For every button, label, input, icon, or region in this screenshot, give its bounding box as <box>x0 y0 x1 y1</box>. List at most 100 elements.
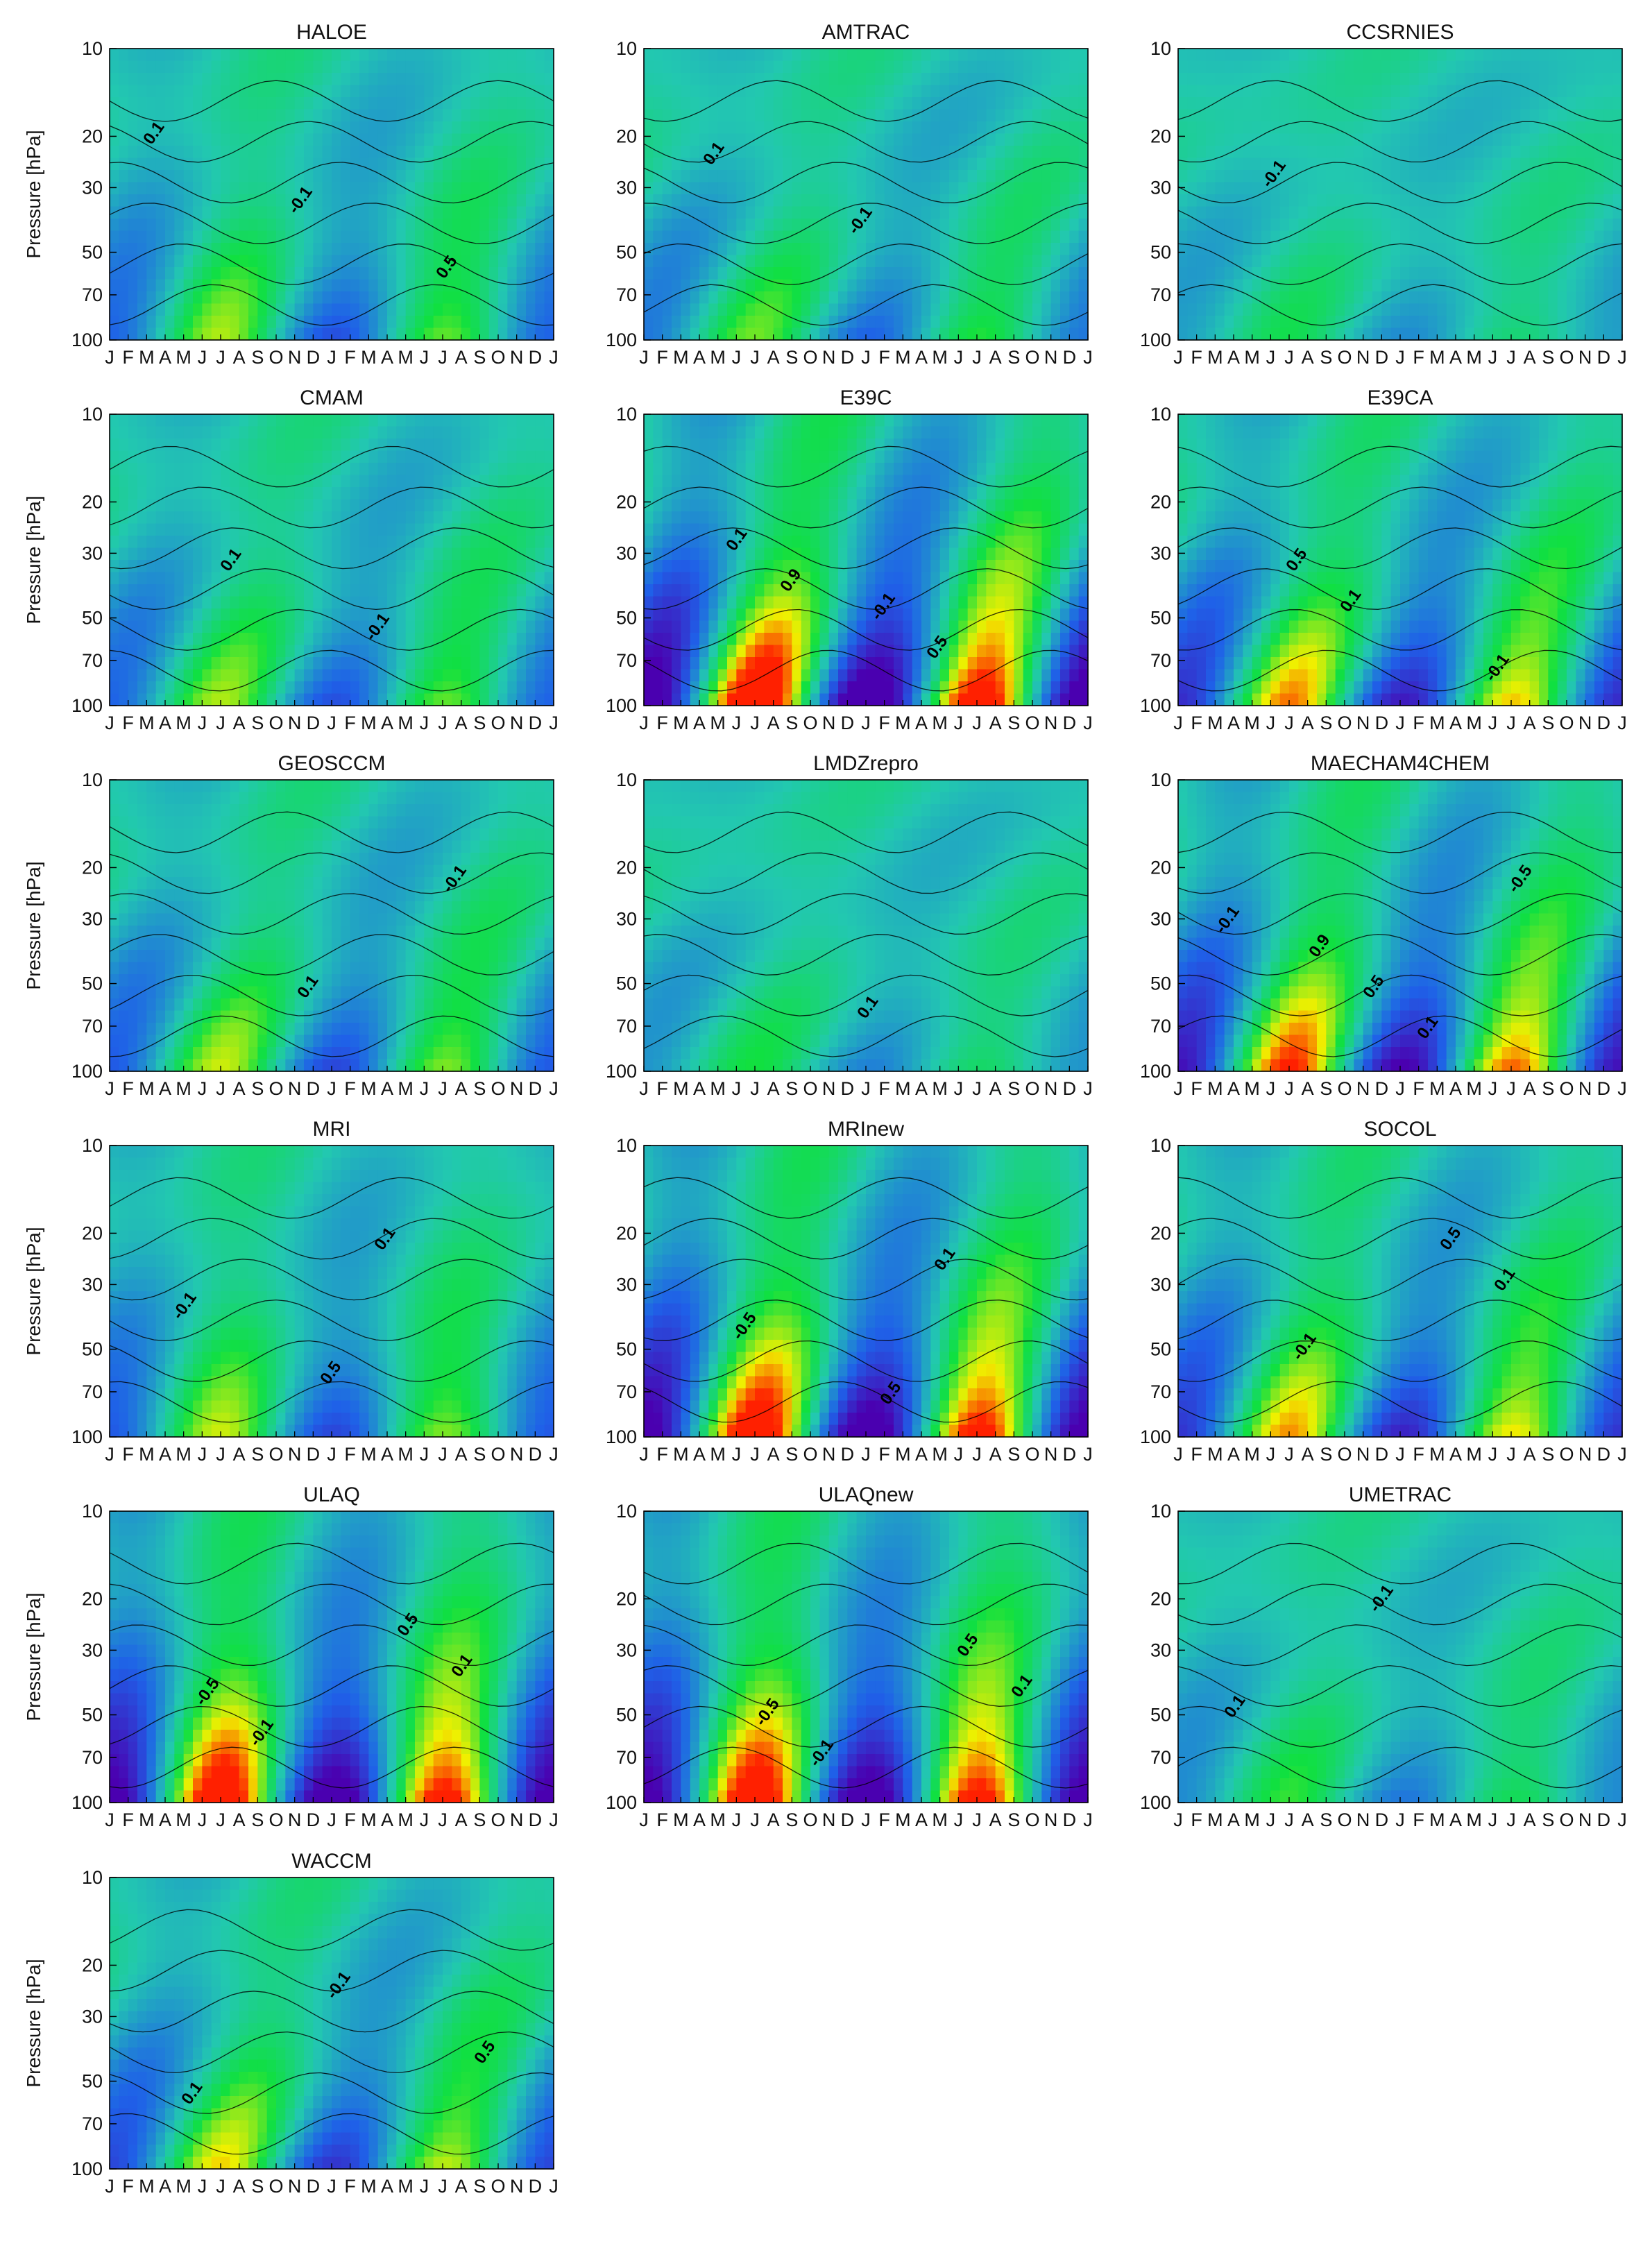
heat-cell <box>507 146 517 158</box>
heat-cell <box>986 255 996 268</box>
heat-cell <box>875 255 885 268</box>
heat-cell <box>829 304 839 316</box>
heat-cell <box>1530 61 1540 74</box>
heat-cell <box>202 414 212 427</box>
heat-cell <box>202 158 212 171</box>
heat-cell <box>406 414 416 427</box>
heat-cell <box>1567 182 1576 195</box>
heat-cell <box>1289 304 1299 316</box>
heat-cell <box>221 158 230 171</box>
heat-cell <box>810 134 820 146</box>
heat-cell <box>1400 158 1410 171</box>
heat-cell <box>968 231 978 244</box>
heat-cell <box>866 267 876 280</box>
heat-cell <box>350 500 360 512</box>
heat-cell <box>755 97 765 110</box>
heat-cell <box>165 621 175 633</box>
heat-cell <box>875 158 885 171</box>
heat-cell <box>332 316 341 328</box>
heat-cell <box>774 316 783 328</box>
heat-cell <box>248 61 258 74</box>
heat-cell <box>406 427 416 439</box>
heat-cell <box>1391 170 1401 182</box>
heat-cell <box>940 316 950 328</box>
heat-cell <box>1558 110 1567 122</box>
heat-cell <box>764 194 774 207</box>
heat-cell <box>940 243 950 255</box>
heat-cell <box>156 451 166 463</box>
heat-cell <box>221 500 230 512</box>
heat-cell <box>792 97 801 110</box>
heat-cell <box>119 645 128 658</box>
heat-cell <box>1079 219 1089 231</box>
heat-cell <box>137 194 147 207</box>
x-tick-label: D <box>529 713 543 733</box>
heat-cell <box>128 694 138 706</box>
heat-cell <box>1178 73 1188 85</box>
heat-cell <box>1447 110 1456 122</box>
heat-cell <box>545 500 554 512</box>
heat-cell <box>746 61 756 74</box>
heat-cell <box>1502 304 1512 316</box>
heat-cell <box>1051 280 1061 292</box>
heat-cell <box>295 487 305 500</box>
heat-cell <box>1051 316 1061 328</box>
heat-cell <box>1069 414 1079 427</box>
heat-cell <box>165 511 175 524</box>
heat-cell <box>545 146 554 158</box>
heat-cell <box>479 451 489 463</box>
heat-cell <box>783 158 792 171</box>
heat-cell <box>545 670 554 682</box>
heat-cell <box>1215 194 1225 207</box>
heat-cell <box>285 560 295 572</box>
heat-cell <box>912 146 922 158</box>
heat-cell <box>1298 280 1308 292</box>
heat-cell <box>332 438 341 451</box>
heat-cell <box>681 73 690 85</box>
heat-cell <box>239 633 249 645</box>
heat-cell <box>1354 85 1363 98</box>
heat-cell <box>1558 280 1567 292</box>
heat-cell <box>949 158 959 171</box>
heat-cell <box>434 657 443 670</box>
heat-cell <box>718 219 728 231</box>
heat-cell <box>230 49 239 61</box>
heat-cell <box>1197 121 1207 134</box>
heat-cell <box>415 170 425 182</box>
heat-cell <box>1511 280 1521 292</box>
heat-cell <box>257 61 267 74</box>
heat-cell <box>313 146 323 158</box>
heat-cell <box>387 657 397 670</box>
heat-cell <box>174 694 184 706</box>
heat-cell <box>1502 328 1512 341</box>
heat-cell <box>1447 85 1456 98</box>
heat-cell <box>1079 61 1089 74</box>
heat-cell <box>1409 280 1419 292</box>
heat-cell <box>1014 158 1023 171</box>
heat-cell <box>774 414 783 427</box>
heat-cell <box>1391 85 1401 98</box>
heat-cell <box>1032 158 1042 171</box>
heat-cell <box>304 170 314 182</box>
heat-cell <box>1197 328 1207 341</box>
heat-cell <box>165 134 175 146</box>
heat-cell <box>368 645 378 658</box>
heat-cell <box>304 694 314 706</box>
heat-cell <box>1206 61 1216 74</box>
heat-cell <box>1215 304 1225 316</box>
heat-cell <box>341 427 350 439</box>
heat-cell <box>443 182 452 195</box>
heat-cell <box>535 438 545 451</box>
heat-cell <box>1400 182 1410 195</box>
heat-cell <box>1206 49 1216 61</box>
heat-cell <box>783 328 792 341</box>
heat-cell <box>443 170 452 182</box>
heat-cell <box>212 536 221 548</box>
heat-cell <box>1032 146 1042 158</box>
heat-cell <box>434 694 443 706</box>
heat-cell <box>526 438 536 451</box>
heat-cell <box>452 694 461 706</box>
heat-cell <box>479 85 489 98</box>
heat-cell <box>489 85 499 98</box>
heat-cell <box>1456 85 1465 98</box>
